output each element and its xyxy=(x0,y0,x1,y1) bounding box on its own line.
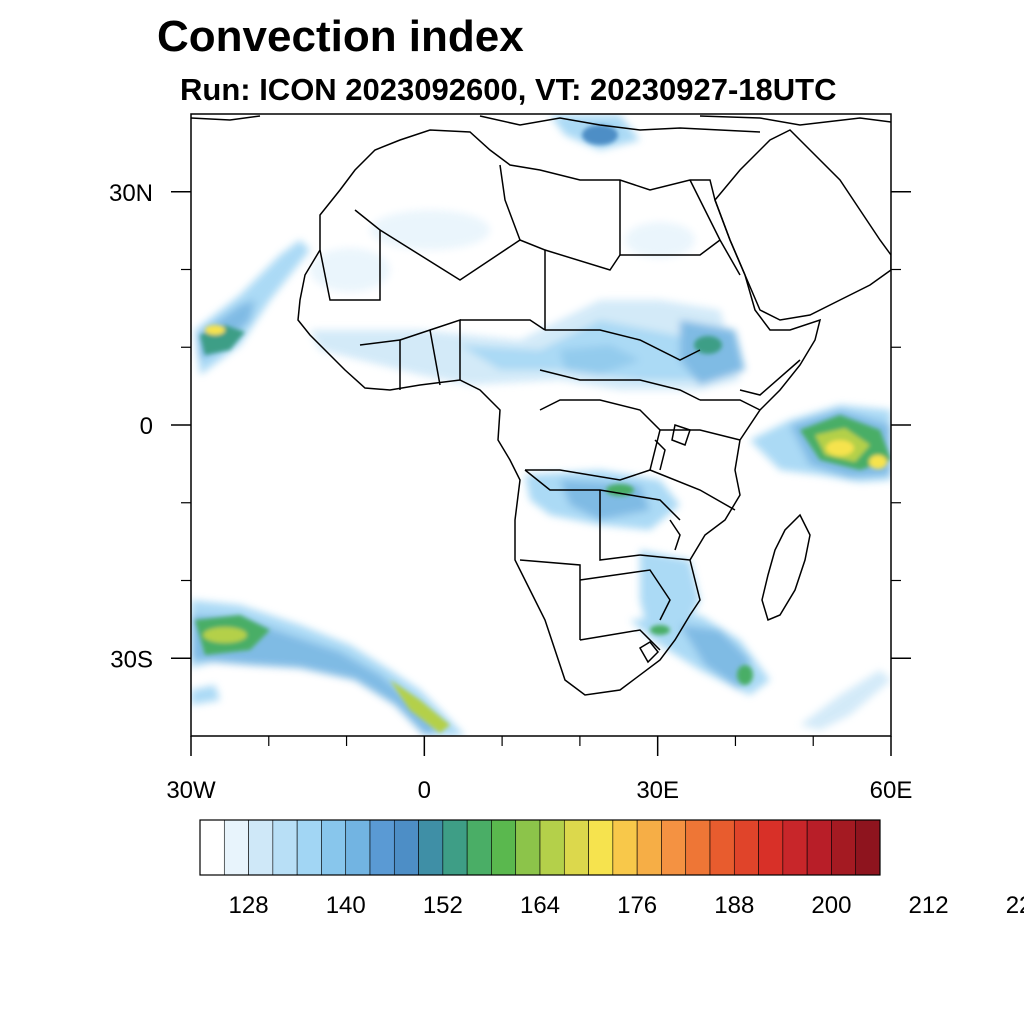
x-axis: 30W 0 30E 60E xyxy=(166,736,912,804)
x-tick-label: 30W xyxy=(166,777,216,804)
y-tick-label: 30N xyxy=(109,180,153,207)
colorbar-label: 164 xyxy=(520,892,560,919)
colorbar-box xyxy=(831,819,857,876)
colorbar-label: 188 xyxy=(714,892,754,919)
colorbar-label: 200 xyxy=(811,892,851,919)
colorbar-box xyxy=(418,819,444,876)
colorbar-box xyxy=(466,819,492,876)
colorbar-label: 140 xyxy=(326,892,366,919)
colorbar: 128140152164176188200212224236 xyxy=(199,819,1024,919)
colorbar-box xyxy=(709,819,735,876)
map-title: Convection index xyxy=(157,12,524,61)
colorbar-box xyxy=(199,819,225,876)
colorbar-box xyxy=(685,819,711,876)
colorbar-box xyxy=(248,819,274,876)
colorbar-box xyxy=(758,819,784,876)
colorbar-box xyxy=(393,819,419,876)
convection-field xyxy=(191,115,891,736)
colorbar-label: 176 xyxy=(617,892,657,919)
colorbar-box xyxy=(321,819,347,876)
colorbar-box xyxy=(563,819,589,876)
colorbar-label: 152 xyxy=(423,892,463,919)
colorbar-box xyxy=(442,819,468,876)
colorbar-box xyxy=(782,819,808,876)
colorbar-box xyxy=(272,819,298,876)
colorbar-box xyxy=(223,819,249,876)
coastlines xyxy=(191,115,891,696)
y-tick-label: 0 xyxy=(140,413,153,440)
map-subtitle: Run: ICON 2023092600, VT: 20230927-18UTC xyxy=(180,72,837,107)
colorbar-box xyxy=(515,819,541,876)
colorbar-box xyxy=(855,819,881,876)
colorbar-label: 212 xyxy=(909,892,949,919)
y-tick-label: 30S xyxy=(110,646,153,673)
colorbar-box xyxy=(345,819,371,876)
colorbar-label: 224 xyxy=(1006,892,1024,919)
colorbar-box xyxy=(661,819,687,876)
colorbar-box xyxy=(806,819,832,876)
x-tick-label: 0 xyxy=(418,777,431,804)
colorbar-box xyxy=(369,819,395,876)
x-tick-label: 30E xyxy=(636,777,679,804)
colorbar-box xyxy=(612,819,638,876)
colorbar-frame xyxy=(199,819,881,876)
colorbar-box xyxy=(491,819,517,876)
colorbar-box xyxy=(733,819,759,876)
y-axis: 30N 0 30S xyxy=(109,180,911,673)
x-tick-label: 60E xyxy=(870,777,913,804)
colorbar-label: 128 xyxy=(229,892,269,919)
colorbar-box xyxy=(296,819,322,876)
colorbar-box xyxy=(588,819,614,876)
colorbar-box xyxy=(539,819,565,876)
colorbar-box xyxy=(636,819,662,876)
